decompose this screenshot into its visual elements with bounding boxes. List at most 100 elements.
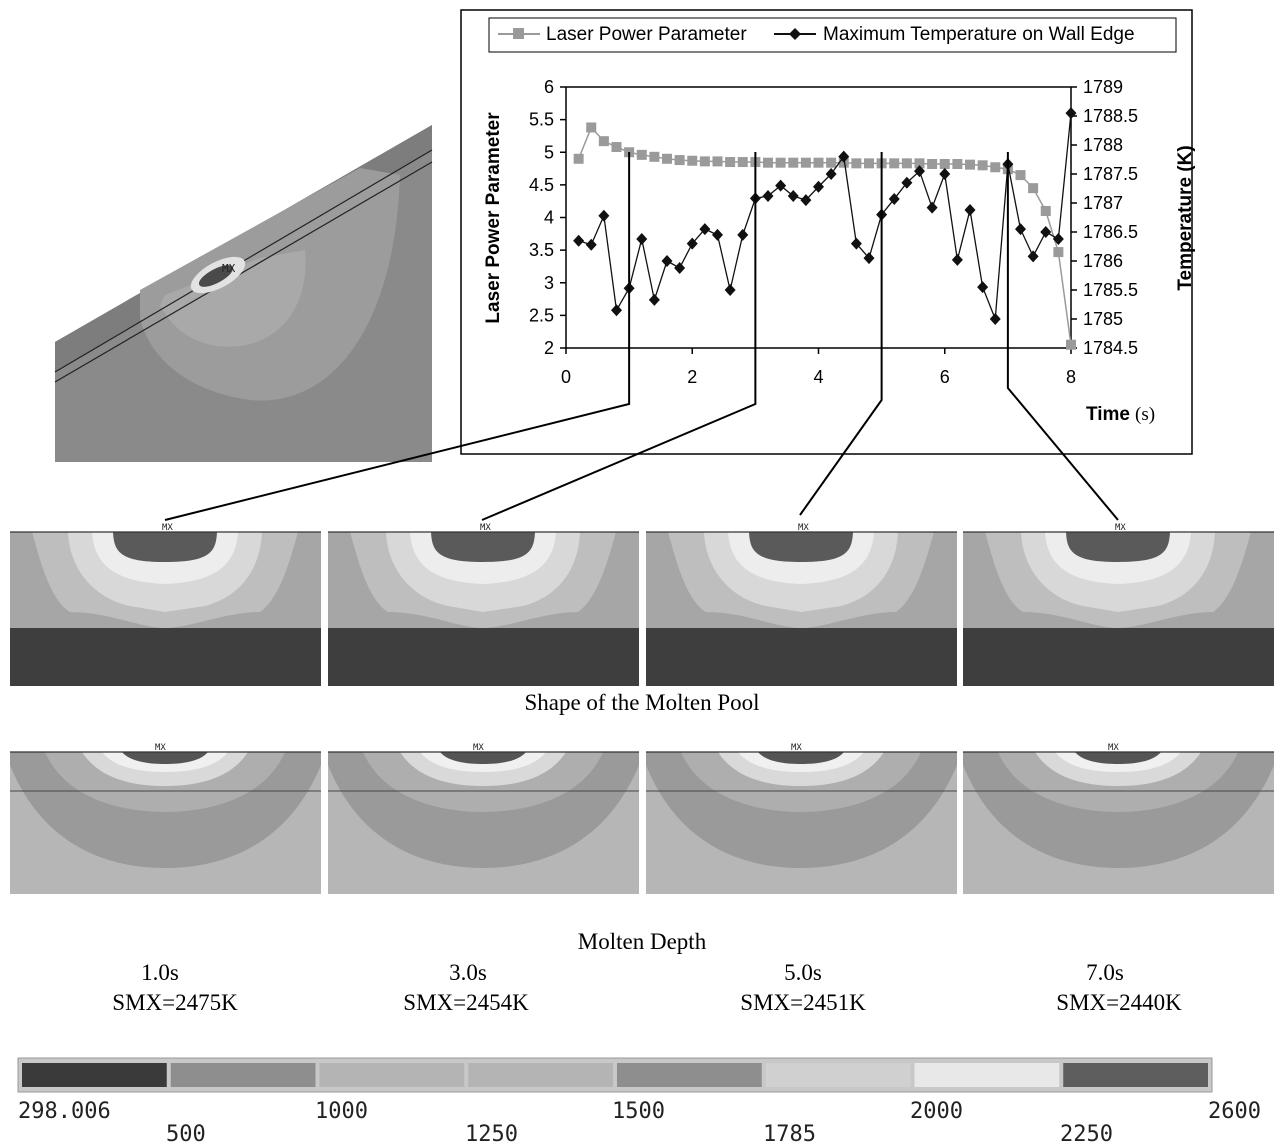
scale-swatch [617, 1063, 762, 1087]
laser-power-point [699, 156, 710, 167]
scale-label-bottom-3: 1785 [763, 1122, 816, 1145]
scale-label-top-5: 2600 [1208, 1099, 1261, 1124]
caption-molten-depth: Molten Depth [578, 929, 707, 954]
depth-panel: MX [646, 743, 957, 894]
laser-power-point [838, 157, 849, 168]
laser-power-point [611, 142, 622, 153]
left-tick-label: 2.5 [529, 305, 554, 325]
temperature-point [989, 313, 1001, 325]
left-tick-label: 3 [544, 273, 554, 293]
scale-swatch [319, 1063, 465, 1087]
temperature-point [939, 168, 951, 180]
temperature-point [1052, 232, 1064, 245]
temperature-point [661, 255, 673, 267]
molten-pool-shape-row: MX MX MX MX [10, 523, 1274, 686]
temperature-point [611, 304, 622, 317]
legend-marker-power [513, 28, 524, 39]
right-tick-label: 1785 [1083, 309, 1123, 329]
scale-labels: 298.006 1000 1500 2000 2600 500 1250 178… [18, 1099, 1261, 1145]
temperature-point [787, 190, 799, 203]
temperature-line [578, 113, 1072, 320]
laser-power-point [851, 158, 862, 169]
scale-label-bottom-2: 1250 [465, 1122, 518, 1145]
pool-panel-mx-label: MX [162, 523, 173, 533]
snapshot-smx-1: SMX=2475K [112, 990, 238, 1015]
temperature-point [573, 234, 585, 247]
right-tick-label: 1787 [1083, 193, 1123, 213]
laser-power-point [1015, 170, 1026, 181]
temperature-point [901, 176, 913, 189]
scale-swatch [170, 1063, 316, 1087]
right-tick-label: 1786 [1083, 251, 1123, 271]
temperature-point [1040, 226, 1052, 238]
callout-line [164, 152, 631, 521]
laser-power-point [889, 158, 900, 169]
callout-line [799, 152, 883, 516]
laser-power-point [725, 157, 736, 168]
legend-marker-temperature [789, 28, 801, 40]
pool-panel-mx-label: MX [1115, 523, 1126, 533]
scale-swatch [1063, 1063, 1208, 1087]
temperature-point [1027, 250, 1039, 263]
laser-power-point [990, 162, 1001, 173]
callout-line [481, 152, 757, 521]
x-tick-label: 8 [1066, 367, 1076, 387]
chart-frame [460, 9, 1193, 455]
temperature-point [825, 168, 837, 180]
specimen-3d-view: MX [54, 125, 433, 462]
left-tick-label: 5 [544, 142, 554, 162]
legend-label-power: Laser Power Parameter [546, 24, 747, 45]
depth-panel: MX [328, 743, 639, 894]
x-tick-label: 2 [687, 367, 697, 387]
laser-power-point [573, 153, 584, 164]
temperature-point [648, 293, 660, 306]
laser-power-point [826, 157, 837, 168]
left-tick-label: 6 [544, 77, 554, 97]
x-tick-label: 4 [813, 367, 823, 387]
legend-label-temperature: Maximum Temperature on Wall Edge [823, 24, 1135, 45]
pool-panel: MX [10, 523, 321, 686]
laser-power-point [914, 158, 925, 169]
temperature-point [724, 284, 736, 296]
laser-power-point [737, 157, 748, 168]
laser-power-point [1028, 183, 1039, 194]
temperature-point [914, 165, 925, 178]
laser-power-point [674, 155, 685, 166]
x-axis-ticks: 0 2 4 6 8 [561, 348, 1076, 387]
temperature-point [712, 228, 723, 241]
temperature-point [951, 253, 963, 266]
laser-power-point [927, 158, 938, 169]
scale-label-bottom-1: 500 [166, 1122, 206, 1145]
scale-swatch [765, 1063, 911, 1087]
laser-power-point [636, 149, 647, 160]
temperature-point [926, 201, 938, 214]
temperature-point [1015, 223, 1026, 236]
scale-swatch [914, 1063, 1060, 1087]
depth-panel-mx-label: MX [473, 743, 484, 753]
series-max-temperature [573, 107, 1077, 325]
contour-color-scale [17, 1057, 1213, 1093]
y-axis-right-title: Temperature (K) [1175, 145, 1196, 290]
pool-panel-mx-label: MX [798, 523, 809, 533]
laser-power-point [864, 158, 874, 169]
temperature-point [686, 237, 698, 250]
caption-pool-shape: Shape of the Molten Pool [524, 690, 759, 715]
callout-lines [164, 152, 1119, 521]
temperature-point [964, 203, 976, 216]
snapshot-time-2: 3.0s [449, 960, 487, 985]
molten-depth-row: MX MX MX MX [10, 743, 1274, 894]
laser-power-point [586, 122, 597, 133]
laser-power-point [1066, 339, 1076, 350]
laser-power-point [800, 157, 811, 168]
pool-panel-mx-label: MX [480, 523, 491, 533]
temperature-point [838, 150, 850, 163]
laser-power-line [577, 126, 1072, 345]
temperature-point [850, 237, 862, 250]
laser-power-point [1040, 205, 1051, 216]
scale-label-bottom-4: 2250 [1060, 1122, 1113, 1145]
laser-power-point [712, 156, 723, 167]
snapshot-time-3: 5.0s [784, 960, 822, 985]
laser-power-point [977, 160, 988, 171]
temperature-point [1065, 107, 1077, 120]
